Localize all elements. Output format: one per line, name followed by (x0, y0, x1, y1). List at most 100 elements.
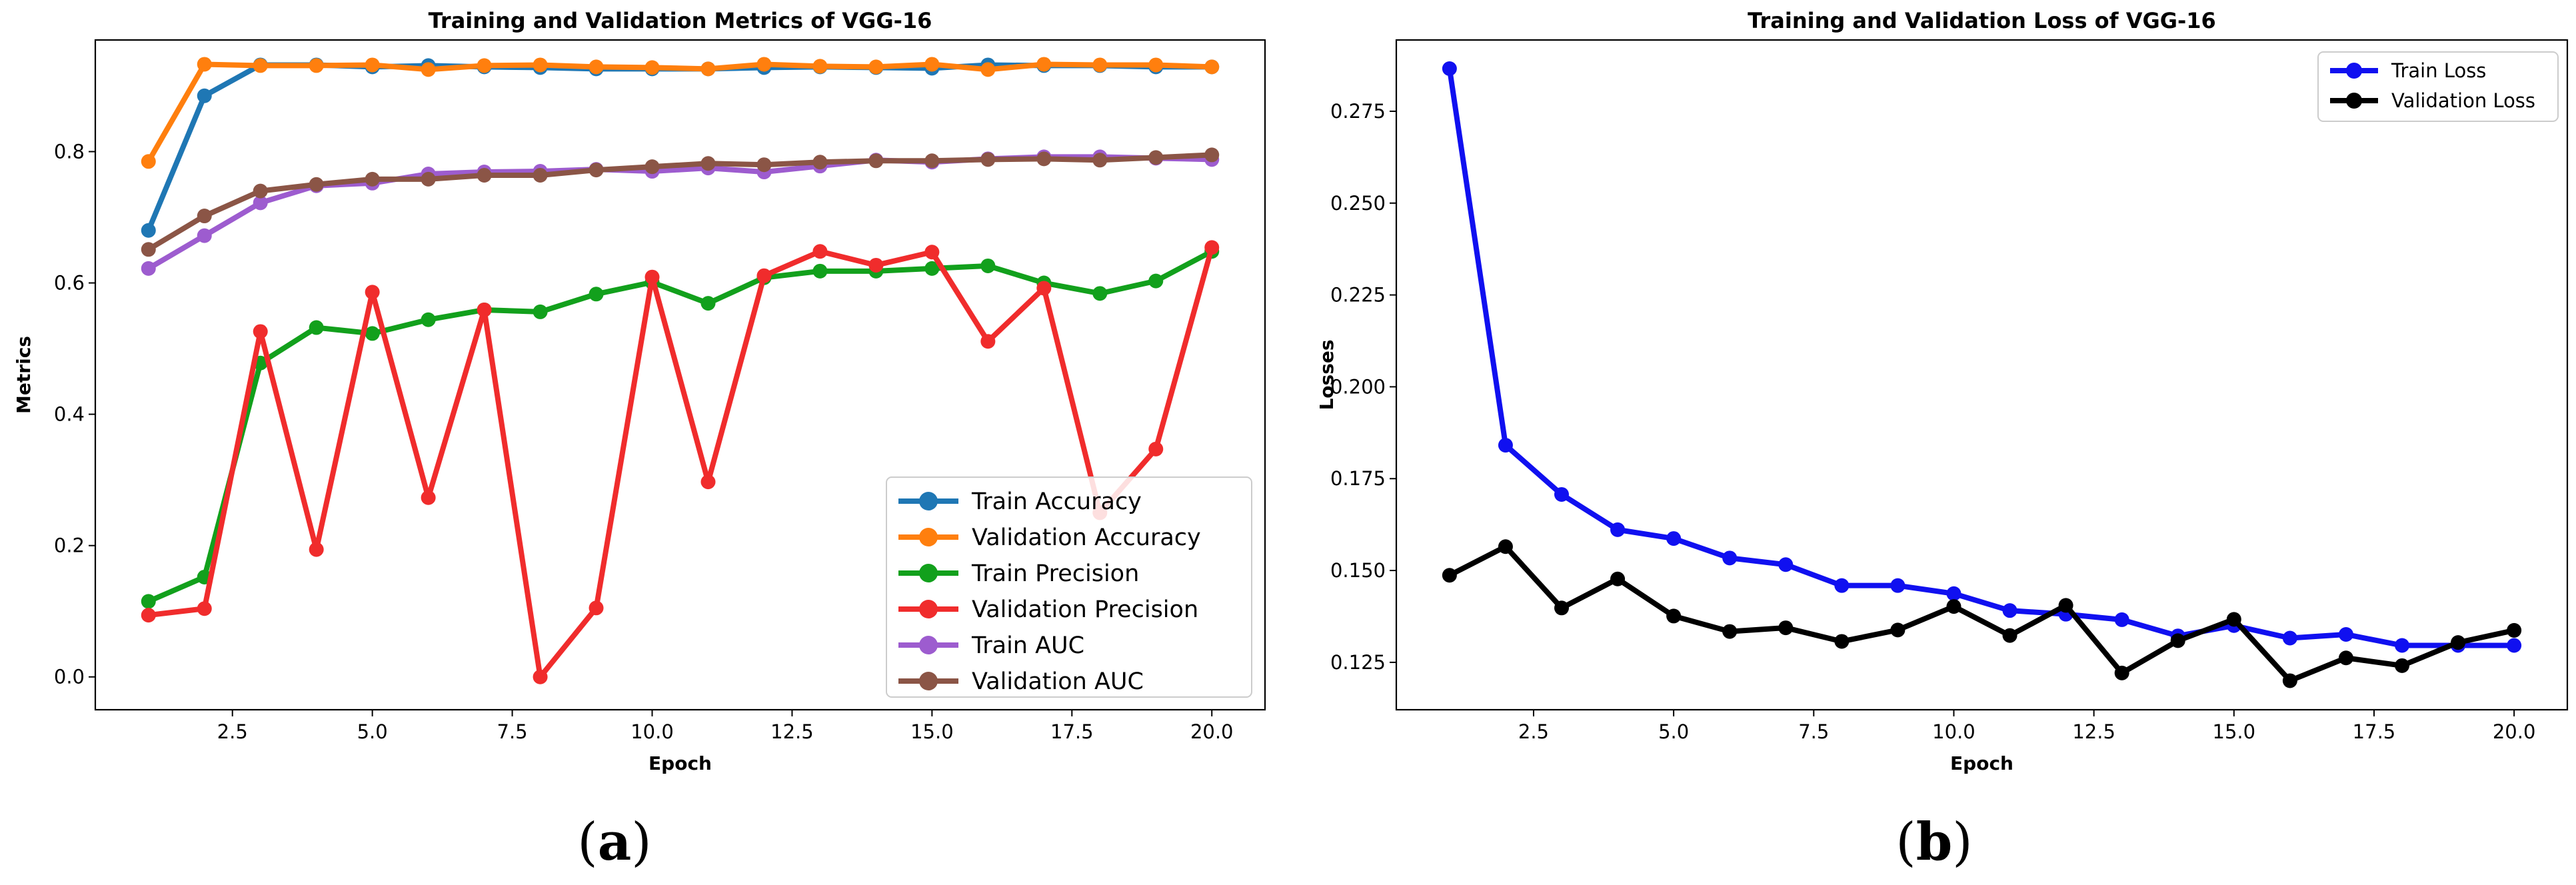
data-point-validation-accuracy (309, 58, 324, 73)
data-point-validation-precision (197, 601, 212, 616)
data-point-validation-accuracy (700, 61, 716, 77)
data-point-train-auc (141, 261, 156, 276)
legend-item-validation-precision: Validation Precision (898, 596, 1198, 623)
data-point-train-loss (2282, 630, 2297, 646)
series-line-validation-auc (145, 152, 1215, 253)
data-point-train-precision (924, 261, 940, 276)
panel-label-a-letter: a (598, 812, 632, 872)
data-point-validation-loss (2395, 658, 2410, 673)
data-point-validation-loss (2170, 633, 2185, 648)
series-train-auc (141, 149, 1220, 276)
data-point-validation-auc (1092, 153, 1108, 168)
data-point-train-precision (700, 296, 716, 311)
legend-label: Train AUC (971, 632, 1084, 659)
data-point-train-precision (365, 326, 380, 341)
y-tick-label: 0.0 (54, 666, 85, 688)
data-point-validation-loss (1946, 599, 1961, 614)
data-point-validation-loss (1834, 634, 1850, 649)
loss-chart-title: Training and Validation Loss of VGG-16 (1748, 8, 2216, 33)
x-tick-label: 17.5 (2353, 720, 2396, 743)
data-point-train-auc (253, 195, 268, 211)
data-point-train-loss (2395, 638, 2410, 653)
legend-swatch-marker (919, 528, 938, 546)
y-tick-label: 0.225 (1330, 284, 1386, 307)
loss-plot-area: 2.5 5.0 7.5 10.0 12.5 15.0 17.5 20.0 0.125 0.150 0… (1330, 39, 2569, 743)
series-validation-auc (141, 147, 1220, 257)
data-point-validation-loss (2002, 628, 2017, 643)
series-line-train-accuracy (145, 62, 1215, 233)
data-point-validation-accuracy (980, 62, 996, 77)
data-point-validation-accuracy (141, 154, 156, 169)
y-tick-label: 0.250 (1330, 192, 1386, 215)
data-point-validation-accuracy (253, 58, 268, 73)
y-tick-label: 0.200 (1330, 375, 1386, 398)
series-train-loss (1442, 61, 2522, 653)
data-point-train-loss (1442, 61, 1457, 77)
legend-label: Validation Accuracy (972, 524, 1201, 551)
data-point-train-loss (2002, 603, 2017, 618)
data-point-validation-loss (1722, 624, 1738, 639)
data-point-validation-precision (533, 669, 548, 684)
data-point-train-precision (421, 312, 436, 327)
legend-item-validation-auc: Validation AUC (898, 668, 1144, 695)
series-train-accuracy (141, 57, 1220, 238)
data-point-validation-accuracy (365, 57, 380, 73)
data-point-validation-precision (253, 324, 268, 339)
data-point-validation-loss (2282, 673, 2297, 688)
plot-frame (1395, 39, 2569, 711)
x-tick-label: 7.5 (1798, 720, 1829, 743)
data-point-train-precision (141, 594, 156, 609)
legend-item-train-accuracy: Train Accuracy (898, 488, 1142, 515)
y-tick-label: 0.275 (1330, 100, 1386, 123)
data-point-validation-loss (2338, 650, 2353, 666)
legend-label: Validation Precision (972, 596, 1198, 623)
data-point-validation-precision (644, 269, 660, 285)
data-point-validation-auc (197, 209, 212, 224)
metrics-chart: Training and Validation Metrics of VGG-1… (13, 8, 1266, 872)
data-point-validation-accuracy (644, 60, 660, 75)
panel-label-b-close: ) (1952, 812, 1972, 872)
legend-item-train-loss: Train Loss (2330, 59, 2486, 82)
data-point-validation-precision (589, 600, 604, 616)
data-point-validation-auc (1148, 150, 1164, 165)
x-tick-label: 2.5 (1518, 720, 1549, 743)
data-point-train-loss (1722, 550, 1738, 566)
data-point-train-loss (1778, 557, 1794, 572)
data-point-validation-accuracy (1092, 57, 1108, 73)
y-tick-label: 0.4 (54, 403, 85, 426)
data-point-validation-accuracy (812, 59, 828, 74)
data-point-validation-auc (812, 155, 828, 170)
data-point-validation-precision (924, 245, 940, 260)
x-tick-label: 20.0 (2493, 720, 2536, 743)
data-point-train-accuracy (141, 223, 156, 238)
data-point-validation-loss (2058, 598, 2073, 613)
data-point-train-auc (197, 228, 212, 243)
data-point-validation-loss (1890, 622, 1906, 638)
data-point-validation-auc (700, 156, 716, 171)
panel-label-b-open: ( (1896, 812, 1916, 872)
loss-legend: Train Loss Validation Loss (2317, 51, 2559, 122)
data-point-train-loss (1498, 438, 1513, 453)
data-point-validation-auc (1204, 147, 1220, 163)
data-point-validation-auc (644, 159, 660, 175)
data-point-validation-precision (1148, 441, 1164, 456)
data-point-validation-accuracy (421, 62, 436, 77)
data-point-validation-accuracy (1204, 59, 1220, 75)
data-point-train-loss (2507, 638, 2522, 653)
plot-frame (94, 39, 1266, 711)
legend-swatch-marker (919, 492, 938, 510)
series-line-validation-loss (1446, 544, 2517, 684)
data-point-validation-precision (700, 474, 716, 490)
data-point-validation-accuracy (477, 58, 492, 73)
data-point-validation-auc (365, 171, 380, 187)
y-tick-label: 0.150 (1330, 559, 1386, 582)
legend-swatch-marker (919, 600, 938, 618)
data-point-validation-accuracy (1148, 57, 1164, 73)
data-point-validation-loss (1442, 568, 1457, 583)
data-point-train-loss (1610, 522, 1626, 537)
loss-y-axis-label: Losses (1316, 339, 1338, 410)
data-point-train-loss (1666, 531, 1682, 546)
data-point-train-precision (980, 258, 996, 273)
data-point-validation-auc (589, 163, 604, 178)
